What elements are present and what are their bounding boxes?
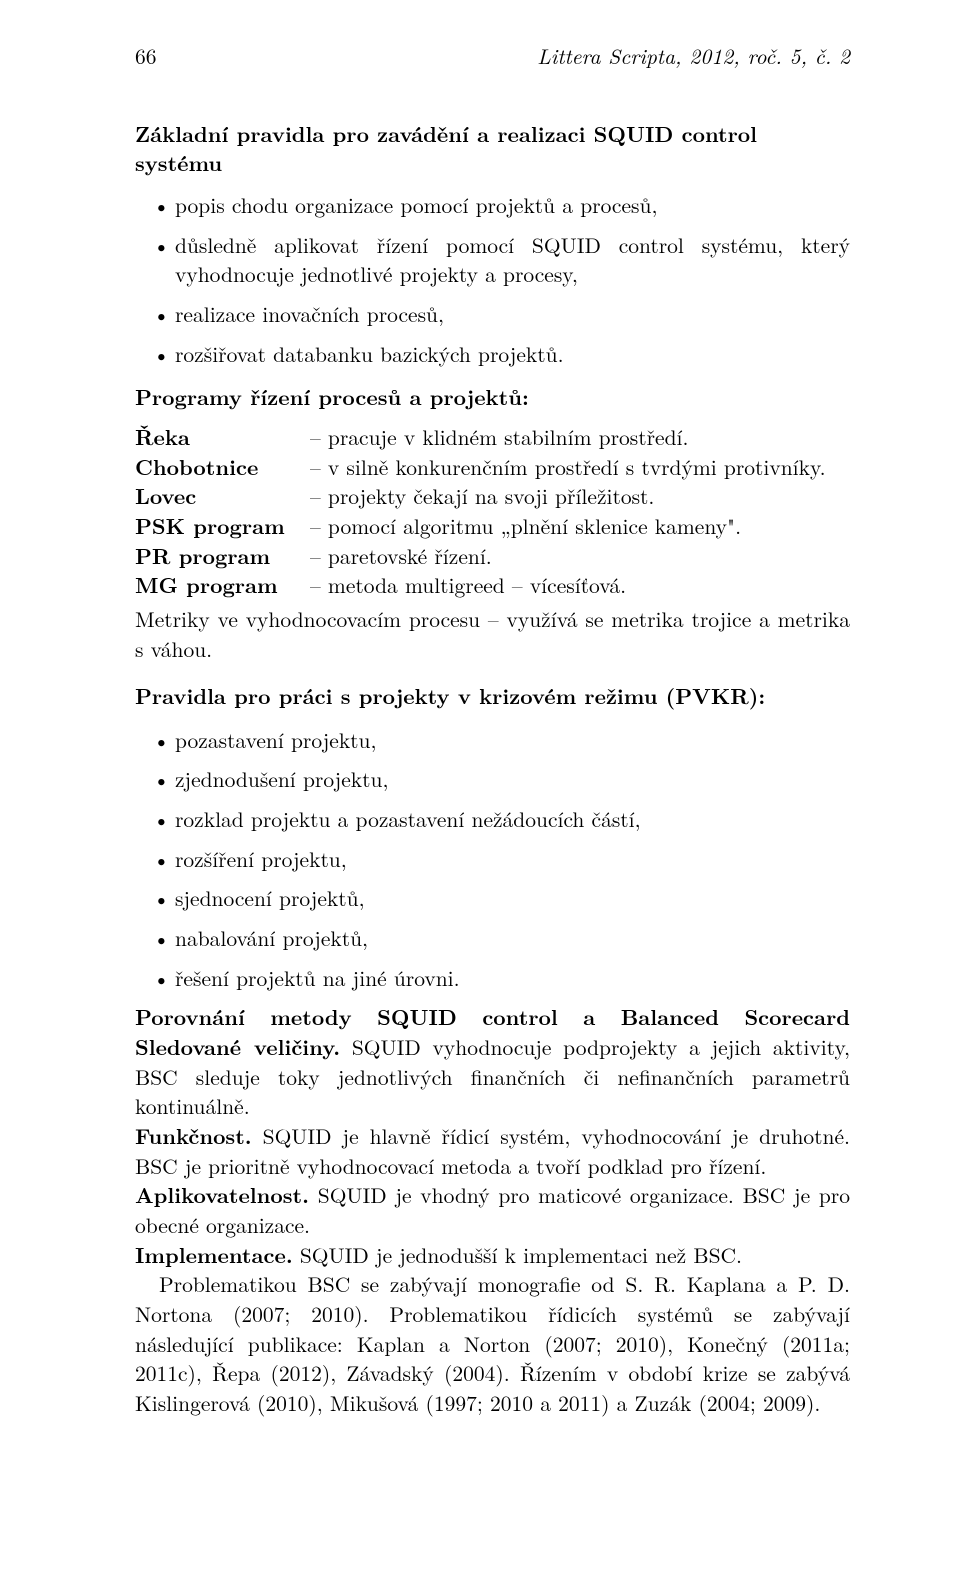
running-head: 66 Littera Scripta, 2012, roč. 5, č. 2 bbox=[135, 42, 850, 72]
program-desc: – metoda multigreed – vícesíťová. bbox=[310, 571, 850, 601]
comparison-apl: Aplikovatelnost. SQUID je vhodný pro mat… bbox=[135, 1181, 850, 1240]
programs-title: Programy řízení procesů a projektů: bbox=[135, 383, 850, 413]
programs-table: Řeka – pracuje v klidném stabilním prost… bbox=[135, 423, 850, 601]
table-row: Lovec – projekty čekají na svoji příleži… bbox=[135, 482, 850, 512]
comparison-literature: Problematikou BSC se zabývají monografie… bbox=[135, 1270, 850, 1418]
pvkr-title: Pravidla pro práci s projekty v krizovém… bbox=[135, 682, 850, 712]
list-item: pozastavení projektu, bbox=[135, 726, 850, 756]
list-item: řešení projektů na jiné úrovni. bbox=[135, 964, 850, 994]
comparison-funk: Funkčnost. SQUID je hlavně řídicí systém… bbox=[135, 1122, 850, 1181]
list-item: důsledně aplikovat řízení pomocí SQUID c… bbox=[135, 231, 850, 290]
program-term: PSK program bbox=[135, 512, 310, 542]
program-desc: – pomocí algoritmu „plnění sklenice kame… bbox=[310, 512, 850, 542]
list-item: nabalování projektů, bbox=[135, 924, 850, 954]
program-term: PR program bbox=[135, 542, 310, 572]
list-item: zjednodušení projektu, bbox=[135, 765, 850, 795]
comparison-impl: Implementace. SQUID je jednodušší k impl… bbox=[135, 1241, 850, 1271]
list-item: rozšiřovat databanku bazických projektů. bbox=[135, 340, 850, 370]
comparison-apl-bold: Aplikovatelnost. bbox=[135, 1180, 309, 1210]
list-item: sjednocení projektů, bbox=[135, 884, 850, 914]
page-container: 66 Littera Scripta, 2012, roč. 5, č. 2 Z… bbox=[0, 0, 960, 1479]
comparison-impl-rest: SQUID je jednodušší k implementaci než B… bbox=[293, 1240, 742, 1270]
list-item: popis chodu organizace pomocí projektů a… bbox=[135, 191, 850, 221]
program-term: Lovec bbox=[135, 482, 310, 512]
program-term: Řeka bbox=[135, 423, 310, 453]
section-title-main-rules: Základní pravidla pro zavádění a realiza… bbox=[135, 120, 850, 179]
program-term: Chobotnice bbox=[135, 453, 310, 483]
pvkr-list: pozastavení projektu, zjednodušení proje… bbox=[135, 726, 850, 994]
page-number: 66 bbox=[135, 42, 157, 72]
comparison-funk-bold: Funkčnost. bbox=[135, 1121, 252, 1151]
program-desc: – v silně konkurenčním prostředí s tvrdý… bbox=[310, 453, 850, 483]
metrics-paragraph: Metriky ve vyhodnocovacím procesu – využ… bbox=[135, 605, 850, 664]
table-row: PR program – paretovské řízení. bbox=[135, 542, 850, 572]
comparison-impl-bold: Implementace. bbox=[135, 1240, 293, 1270]
table-row: MG program – metoda multigreed – vícesíť… bbox=[135, 571, 850, 601]
comparison-lead: Porovnání metody SQUID control a Balance… bbox=[135, 1003, 850, 1122]
table-row: PSK program – pomocí algoritmu „plnění s… bbox=[135, 512, 850, 542]
program-desc: – pracuje v klidném stabilním prostředí. bbox=[310, 423, 850, 453]
program-desc: – paretovské řízení. bbox=[310, 542, 850, 572]
journal-title: Littera Scripta, 2012, roč. 5, č. 2 bbox=[537, 42, 850, 72]
program-desc: – projekty čekají na svoji příležitost. bbox=[310, 482, 850, 512]
list-item: rozšíření projektu, bbox=[135, 845, 850, 875]
main-rules-list: popis chodu organizace pomocí projektů a… bbox=[135, 191, 850, 369]
list-item: realizace inovačních procesů, bbox=[135, 300, 850, 330]
program-term: MG program bbox=[135, 571, 310, 601]
list-item: rozklad projektu a pozastavení nežádoucí… bbox=[135, 805, 850, 835]
table-row: Chobotnice – v silně konkurenčním prostř… bbox=[135, 453, 850, 483]
table-row: Řeka – pracuje v klidném stabilním prost… bbox=[135, 423, 850, 453]
